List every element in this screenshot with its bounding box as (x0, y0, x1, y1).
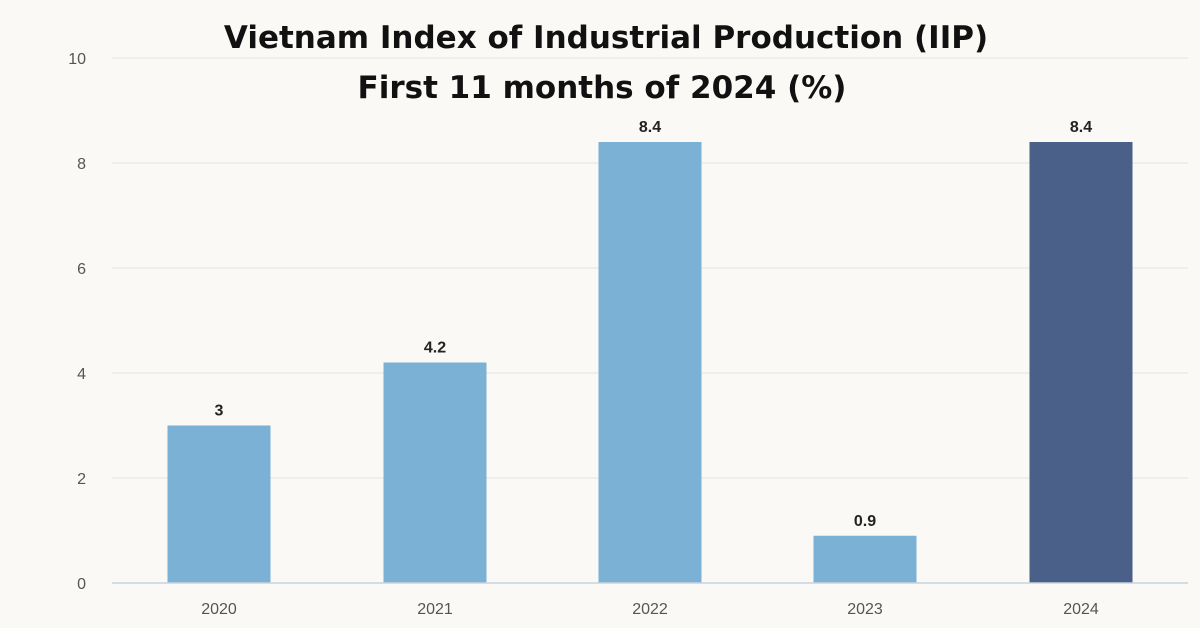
bar-2024 (1029, 142, 1133, 583)
y-tick-label: 2 (77, 471, 86, 488)
data-label-2020: 3 (215, 403, 224, 420)
data-labels: 3 4.2 8.4 0.9 8.4 (215, 119, 1093, 530)
bar-2023 (813, 535, 917, 583)
y-tick-label: 0 (77, 576, 86, 593)
x-tick-label-2024: 2024 (1063, 601, 1099, 618)
y-tick-label: 6 (77, 261, 86, 278)
chart-title: Vietnam Index of Industrial Production (… (224, 20, 988, 56)
bar-2020 (167, 425, 271, 583)
x-tick-label-2021: 2021 (417, 601, 453, 618)
x-tick-label-2020: 2020 (201, 601, 237, 618)
y-tick-label: 10 (68, 51, 86, 68)
data-label-2022: 8.4 (639, 119, 661, 136)
x-tick-label-2023: 2023 (847, 601, 883, 618)
data-label-2021: 4.2 (424, 340, 446, 357)
x-tick-label-2022: 2022 (632, 601, 668, 618)
y-axis-tick-labels: 0 2 4 6 8 10 (68, 51, 86, 593)
data-label-2023: 0.9 (854, 513, 876, 530)
x-axis-tick-labels: 2020 2021 2022 2023 2024 (201, 601, 1099, 618)
data-label-2024: 8.4 (1070, 119, 1092, 136)
bar-2021 (383, 362, 487, 583)
y-tick-label: 4 (77, 366, 86, 383)
bar-2022 (598, 142, 702, 583)
chart-subtitle: First 11 months of 2024 (%) (358, 70, 847, 106)
bars (167, 142, 1133, 583)
y-tick-label: 8 (77, 156, 86, 173)
